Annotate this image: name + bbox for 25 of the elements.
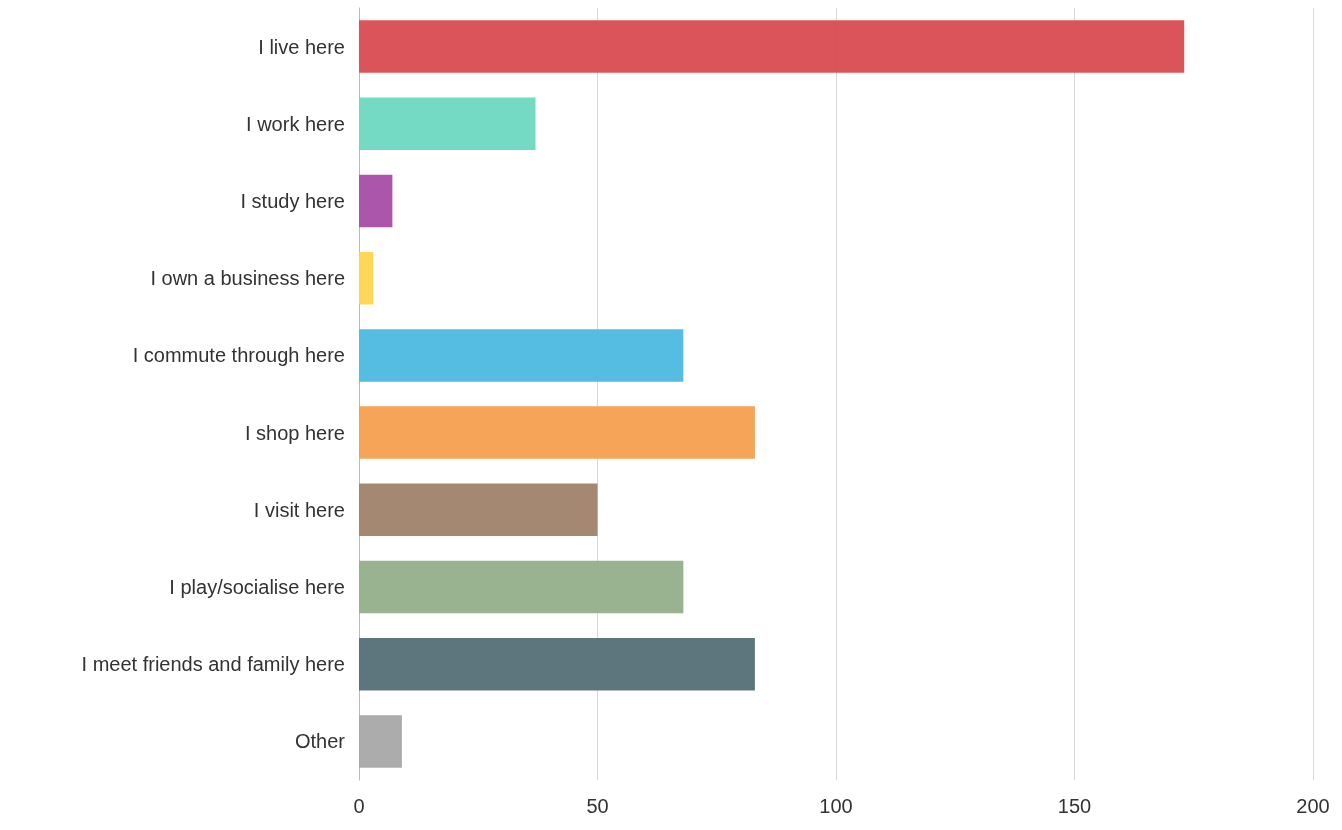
x-tick-label: 200 [1296, 795, 1330, 817]
y-tick-label: Other [294, 730, 346, 753]
y-tick-label: I shop here [244, 421, 345, 444]
bar [359, 251, 374, 305]
y-tick-label: I visit here [253, 498, 345, 521]
y-tick-label: I commute through here [132, 344, 345, 367]
y-tick-label: I own a business here [150, 267, 345, 290]
bar [359, 174, 393, 228]
bar [359, 97, 536, 151]
bar [359, 329, 684, 382]
y-tick-label: I play/socialise here [169, 576, 345, 598]
x-tick-label: 100 [819, 795, 853, 817]
y-tick-label: I live here [258, 35, 345, 58]
bar [359, 406, 755, 459]
bar [359, 20, 1185, 73]
bar [359, 715, 402, 768]
x-tick-label: 50 [586, 795, 609, 817]
x-tick-label: 0 [353, 795, 365, 817]
y-tick-label: I meet friends and family here [81, 653, 345, 676]
bar [359, 560, 684, 614]
bar [359, 483, 598, 537]
bar [359, 637, 755, 691]
y-tick-label: I work here [246, 112, 345, 135]
x-tick-label: 150 [1057, 795, 1092, 817]
y-tick-label: I study here [240, 190, 345, 212]
